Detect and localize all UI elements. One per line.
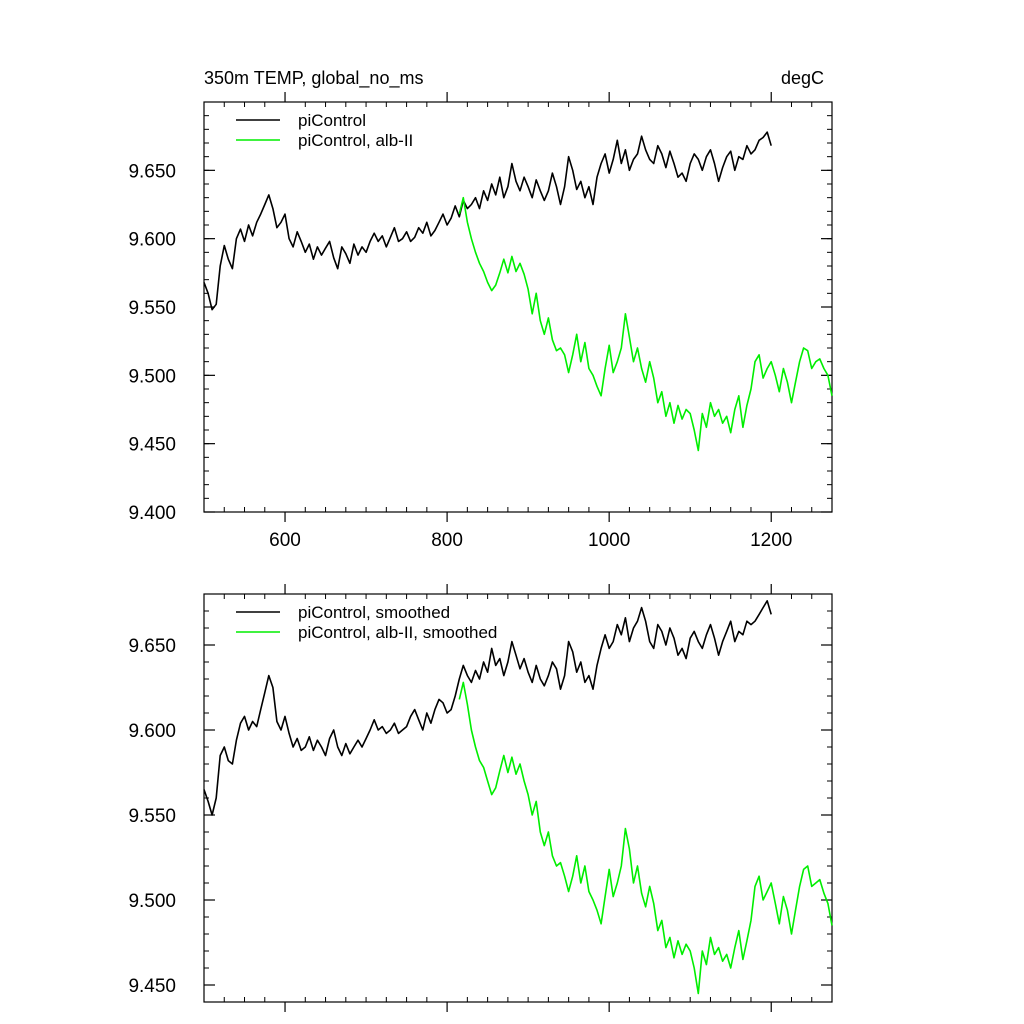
units-label: degC xyxy=(781,68,824,88)
legend-label: piControl, smoothed xyxy=(298,603,450,622)
x-tick-label: 600 xyxy=(269,530,301,551)
y-tick-label: 9.650 xyxy=(128,636,176,657)
legend-label: piControl xyxy=(298,111,366,130)
x-tick-label: 1200 xyxy=(750,530,792,551)
x-tick-label: 1000 xyxy=(588,530,630,551)
y-tick-label: 9.600 xyxy=(128,721,176,742)
series-line-1 xyxy=(459,682,832,993)
plot-frame xyxy=(204,594,832,1002)
y-tick-label: 9.600 xyxy=(128,230,176,251)
y-tick-label: 9.650 xyxy=(128,161,176,182)
y-tick-label: 9.450 xyxy=(128,435,176,456)
y-tick-label: 9.500 xyxy=(128,891,176,912)
legend-label: piControl, alb-II xyxy=(298,131,413,150)
chart-title: 350m TEMP, global_no_ms xyxy=(204,68,423,89)
y-tick-label: 9.550 xyxy=(128,806,176,827)
top-panel: 600 800 1000 1200 9.400 9.450 9.500 9.550 9.600 9… xyxy=(128,68,832,551)
bottom-panel: 9.450 9.500 9.550 9.600 9.650 piControl, smoo… xyxy=(128,584,832,1012)
series-line-1 xyxy=(459,198,832,451)
y-tick-label: 9.500 xyxy=(128,366,176,387)
legend-label: piControl, alb-II, smoothed xyxy=(298,623,497,642)
x-tick-label: 800 xyxy=(431,530,463,551)
y-tick-label: 9.400 xyxy=(128,503,176,524)
plot-frame xyxy=(204,102,832,512)
y-tick-label: 9.450 xyxy=(128,976,176,997)
y-tick-label: 9.550 xyxy=(128,298,176,319)
